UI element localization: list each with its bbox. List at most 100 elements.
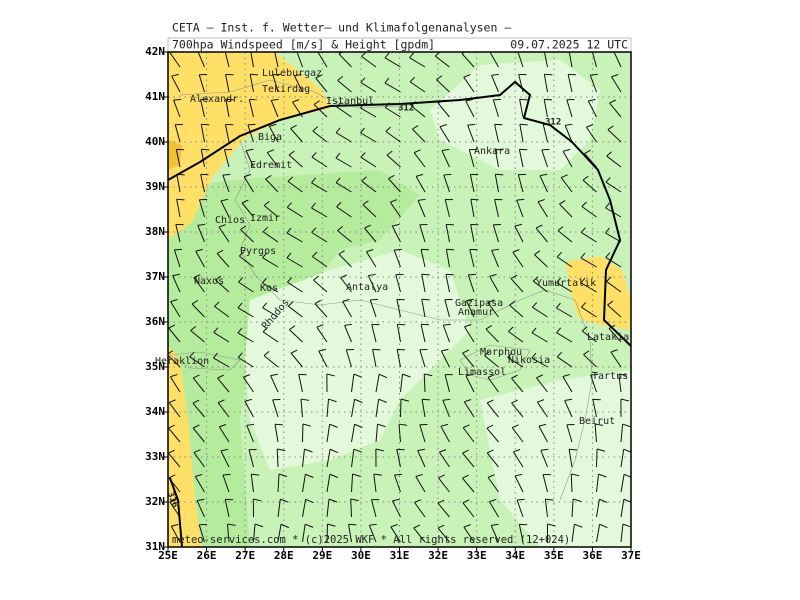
barb-feather	[369, 523, 377, 526]
barb-staff	[519, 124, 524, 143]
barb-staff	[442, 324, 450, 343]
barb-staff	[605, 257, 622, 268]
barb-staff	[266, 152, 279, 168]
barb-staff	[314, 303, 328, 318]
wind-barb	[542, 474, 551, 493]
wind-barb	[543, 73, 553, 93]
barb-staff	[287, 180, 303, 193]
barb-feather	[513, 449, 521, 453]
wind-barb	[464, 324, 475, 343]
barb-feather	[354, 423, 363, 429]
wind-barb	[277, 498, 289, 518]
barb-feather	[338, 250, 345, 255]
barb-feather	[584, 149, 591, 155]
barb-feather	[605, 177, 611, 183]
barb-staff	[175, 149, 181, 168]
barb-feather	[394, 248, 402, 251]
wind-barb	[248, 449, 257, 468]
wind-barb	[262, 226, 279, 243]
barb-staff	[511, 402, 524, 418]
barb-staff	[445, 274, 450, 293]
barb-staff	[537, 201, 548, 218]
barb-feather	[517, 498, 525, 501]
wind-barb	[290, 349, 303, 368]
wind-barb	[300, 398, 310, 418]
barb-feather	[353, 373, 362, 378]
wind-barb	[175, 148, 185, 168]
wind-barb	[437, 499, 450, 518]
barb-staff	[298, 374, 303, 393]
barb-staff	[197, 225, 205, 243]
barb-feather	[193, 449, 201, 453]
barb-staff	[421, 299, 426, 318]
barb-feather	[213, 352, 218, 359]
barb-staff	[338, 53, 352, 68]
wind-barb	[488, 498, 499, 518]
barb-feather	[556, 302, 561, 309]
barb-feather	[327, 523, 336, 527]
barb-feather	[605, 227, 610, 234]
wind-barb	[562, 373, 573, 393]
barb-staff	[606, 281, 622, 293]
contour-label: 312	[398, 104, 414, 114]
place-label: Pyrgos	[240, 246, 276, 257]
barb-feather	[217, 374, 224, 379]
barb-staff	[366, 251, 377, 268]
barb-staff	[277, 499, 281, 518]
barb-feather	[370, 298, 378, 301]
barb-staff	[385, 131, 401, 143]
barb-staff	[277, 474, 280, 493]
barb-staff	[337, 230, 352, 243]
wind-barb	[169, 374, 181, 393]
barb-feather	[485, 325, 492, 330]
wind-barb	[580, 227, 597, 243]
wind-barb	[413, 524, 426, 543]
wind-barb	[223, 149, 233, 168]
wind-barb	[252, 498, 262, 518]
barb-staff	[262, 307, 279, 318]
barb-staff	[542, 474, 548, 493]
barb-feather	[446, 248, 455, 251]
barb-feather	[384, 52, 390, 59]
barb-staff	[351, 374, 355, 393]
barb-staff	[200, 149, 205, 168]
barb-staff	[445, 249, 450, 268]
wind-barb	[511, 399, 524, 418]
wind-barb	[559, 200, 573, 218]
barb-staff	[248, 449, 254, 468]
barb-feather	[417, 198, 426, 201]
wind-barb	[494, 123, 503, 143]
wind-barb	[389, 199, 401, 218]
wind-barb	[361, 176, 377, 193]
wind-barb	[215, 275, 230, 293]
barb-staff	[566, 99, 573, 118]
barb-feather	[397, 348, 406, 351]
barb-feather	[201, 123, 210, 126]
barb-feather	[519, 123, 528, 126]
barb-staff	[263, 355, 279, 368]
wind-barb	[169, 52, 181, 68]
wind-barb	[263, 200, 279, 218]
wind-barb	[326, 473, 338, 493]
wind-barb	[596, 448, 606, 468]
barb-staff	[175, 224, 181, 243]
barb-staff	[361, 55, 377, 68]
barb-staff	[198, 74, 205, 93]
barb-feather	[335, 177, 341, 184]
barb-feather	[569, 448, 578, 451]
barb-staff	[375, 424, 379, 443]
barb-staff	[491, 250, 499, 268]
wind-barb	[594, 423, 604, 443]
barb-staff	[262, 231, 279, 243]
barb-feather	[462, 499, 470, 504]
barb-staff	[562, 376, 573, 393]
barb-feather	[462, 349, 469, 354]
barb-feather	[287, 176, 294, 182]
barb-feather	[176, 198, 185, 201]
barb-staff	[538, 425, 548, 443]
barb-staff	[491, 75, 499, 93]
barb-staff	[419, 424, 426, 443]
barb-feather	[378, 398, 387, 403]
wind-barb	[168, 449, 181, 468]
barb-staff	[512, 451, 524, 468]
